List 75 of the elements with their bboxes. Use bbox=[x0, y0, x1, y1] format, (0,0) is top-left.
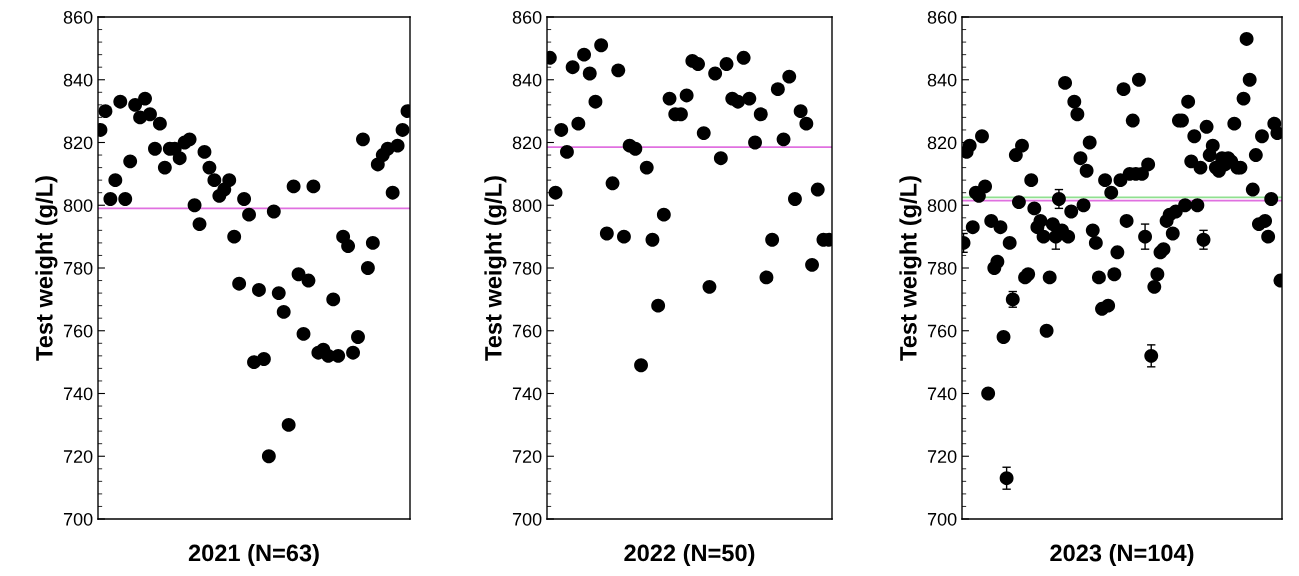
x-axis-title: 2022 (N=50) bbox=[624, 544, 755, 567]
x-axis-title: 2023 (N=104) bbox=[1050, 544, 1194, 567]
y-tick-label: 700 bbox=[512, 512, 542, 526]
y-axis-title: Test weight (g/L) bbox=[35, 176, 58, 361]
point bbox=[759, 270, 774, 285]
point bbox=[662, 91, 677, 106]
point bbox=[639, 160, 654, 175]
point bbox=[565, 60, 580, 75]
point bbox=[594, 38, 609, 53]
point bbox=[770, 82, 785, 97]
y-tick-label: 780 bbox=[927, 261, 957, 275]
y-tick-label: 860 bbox=[927, 10, 957, 24]
point bbox=[765, 232, 780, 247]
point bbox=[691, 57, 705, 72]
y-tick-label: 860 bbox=[63, 10, 93, 24]
point bbox=[719, 57, 734, 72]
y-tick-label: 780 bbox=[63, 261, 93, 275]
point bbox=[799, 116, 814, 131]
point bbox=[731, 94, 745, 109]
point bbox=[651, 298, 666, 313]
point bbox=[708, 66, 723, 81]
point bbox=[810, 182, 825, 197]
point bbox=[713, 151, 728, 166]
y-tick-label: 720 bbox=[927, 450, 957, 463]
point bbox=[742, 91, 757, 106]
point bbox=[577, 47, 591, 62]
point bbox=[805, 257, 819, 272]
point bbox=[782, 69, 797, 84]
y-tick-label: 760 bbox=[63, 324, 93, 338]
y-tick-label: 740 bbox=[63, 387, 93, 401]
point bbox=[702, 279, 717, 294]
x-axis-title: 2021 (N=63) bbox=[188, 544, 319, 567]
y-tick-label: 700 bbox=[927, 512, 957, 526]
point bbox=[753, 107, 768, 122]
y-tick-label: 800 bbox=[63, 199, 93, 212]
y-tick-label: 720 bbox=[63, 450, 93, 463]
point bbox=[788, 192, 802, 206]
point bbox=[554, 123, 569, 137]
point bbox=[696, 126, 711, 141]
y-tick-label: 840 bbox=[512, 73, 542, 87]
y-tick-label: 820 bbox=[927, 136, 957, 150]
point bbox=[679, 88, 694, 103]
point bbox=[548, 185, 563, 200]
point bbox=[776, 132, 791, 147]
y-tick-label: 800 bbox=[512, 199, 542, 212]
y-tick-label: 760 bbox=[927, 324, 957, 338]
point bbox=[634, 358, 648, 373]
point bbox=[560, 144, 574, 159]
point bbox=[571, 116, 586, 131]
y-tick-label: 740 bbox=[927, 387, 957, 401]
point bbox=[582, 66, 597, 81]
y-tick-label: 720 bbox=[512, 450, 542, 463]
y-axis-title: Test weight (g/L) bbox=[484, 176, 507, 361]
y-axis-title: Test weight (g/L) bbox=[899, 176, 922, 361]
y-tick-label: 820 bbox=[512, 136, 542, 150]
y-tick-label: 740 bbox=[512, 387, 542, 401]
y-tick-label: 860 bbox=[512, 10, 542, 24]
y-tick-label: 760 bbox=[512, 324, 542, 338]
point bbox=[599, 226, 614, 241]
point bbox=[645, 232, 660, 247]
y-tick-label: 840 bbox=[63, 73, 93, 87]
point bbox=[736, 50, 751, 65]
point bbox=[748, 135, 762, 150]
y-tick-label: 840 bbox=[927, 73, 957, 87]
point bbox=[617, 229, 631, 244]
point bbox=[793, 104, 808, 119]
point bbox=[588, 94, 603, 109]
point bbox=[611, 63, 626, 78]
y-tick-label: 700 bbox=[63, 512, 93, 526]
y-tick-label: 780 bbox=[512, 261, 542, 275]
point bbox=[656, 207, 671, 222]
y-tick-label: 820 bbox=[63, 136, 93, 150]
y-tick-label: 800 bbox=[927, 199, 957, 212]
point bbox=[628, 141, 643, 156]
point bbox=[605, 176, 620, 191]
